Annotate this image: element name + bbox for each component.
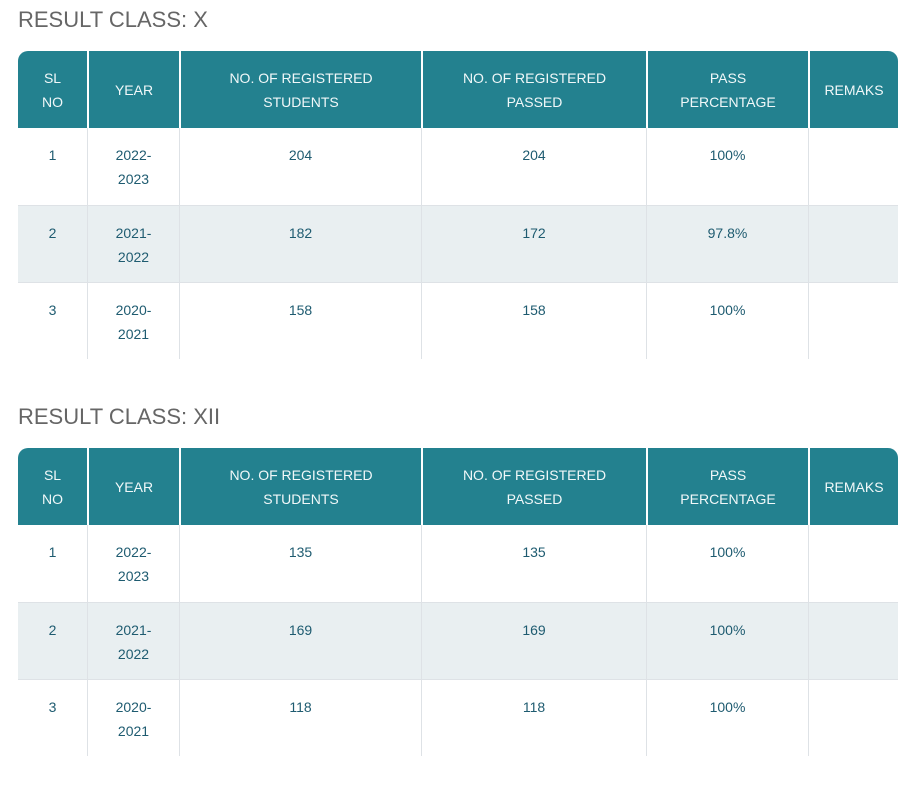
table-row: 1 2022- 2023 204 204 100% <box>18 128 898 205</box>
year-cell: 2022- 2023 <box>87 128 179 205</box>
section-result-class-x: RESULT CLASS: X SL NO YEAR NO. OF REGIST… <box>18 6 900 359</box>
remarks-cell <box>808 525 898 602</box>
header-row: SL NO YEAR NO. OF REGISTERED STUDENTS NO… <box>18 51 898 128</box>
table-row: 2 2021- 2022 182 172 97.8% <box>18 205 898 282</box>
sl-no-cell: 3 <box>18 282 87 359</box>
registered-students-cell: 118 <box>179 679 421 756</box>
table-row: 3 2020- 2021 118 118 100% <box>18 679 898 756</box>
column-header-registered-passed: NO. OF REGISTERED PASSED <box>421 448 646 525</box>
pass-percentage-cell: 100% <box>646 679 808 756</box>
pass-percentage-cell: 100% <box>646 525 808 602</box>
table-row: 2 2021- 2022 169 169 100% <box>18 602 898 679</box>
registered-passed-cell: 158 <box>421 282 646 359</box>
sl-no-cell: 3 <box>18 679 87 756</box>
remarks-cell <box>808 128 898 205</box>
section-title-class-xii: RESULT CLASS: XII <box>18 404 221 429</box>
sl-no-cell: 1 <box>18 128 87 205</box>
remarks-cell <box>808 679 898 756</box>
sl-no-cell: 1 <box>18 525 87 602</box>
results-table-class-x: SL NO YEAR NO. OF REGISTERED STUDENTS NO… <box>18 51 898 359</box>
registered-students-cell: 204 <box>179 128 421 205</box>
registered-passed-cell: 172 <box>421 205 646 282</box>
column-header-pass-percentage: PASS PERCENTAGE <box>646 448 808 525</box>
sl-no-cell: 2 <box>18 205 87 282</box>
pass-percentage-cell: 100% <box>646 282 808 359</box>
year-cell: 2020- 2021 <box>87 282 179 359</box>
column-header-pass-percentage: PASS PERCENTAGE <box>646 51 808 128</box>
registered-passed-cell: 204 <box>421 128 646 205</box>
pass-percentage-cell: 97.8% <box>646 205 808 282</box>
column-header-remarks: REMAKS <box>808 448 898 525</box>
column-header-registered-passed: NO. OF REGISTERED PASSED <box>421 51 646 128</box>
column-header-sl-no: SL NO <box>18 448 87 525</box>
remarks-cell <box>808 602 898 679</box>
column-header-remarks: REMAKS <box>808 51 898 128</box>
column-header-registered-students: NO. OF REGISTERED STUDENTS <box>179 51 421 128</box>
table-row: 1 2022- 2023 135 135 100% <box>18 525 898 602</box>
registered-passed-cell: 135 <box>421 525 646 602</box>
results-table-class-xii: SL NO YEAR NO. OF REGISTERED STUDENTS NO… <box>18 448 898 756</box>
year-cell: 2022- 2023 <box>87 525 179 602</box>
pass-percentage-cell: 100% <box>646 602 808 679</box>
table-row: 3 2020- 2021 158 158 100% <box>18 282 898 359</box>
remarks-cell <box>808 282 898 359</box>
column-header-sl-no: SL NO <box>18 51 87 128</box>
registered-students-cell: 182 <box>179 205 421 282</box>
year-cell: 2021- 2022 <box>87 602 179 679</box>
registered-passed-cell: 118 <box>421 679 646 756</box>
section-title-class-x: RESULT CLASS: X <box>18 7 208 32</box>
registered-passed-cell: 169 <box>421 602 646 679</box>
year-cell: 2020- 2021 <box>87 679 179 756</box>
year-cell: 2021- 2022 <box>87 205 179 282</box>
remarks-cell <box>808 205 898 282</box>
registered-students-cell: 135 <box>179 525 421 602</box>
section-result-class-xii: RESULT CLASS: XII SL NO YEAR NO. OF REGI… <box>18 403 900 756</box>
column-header-registered-students: NO. OF REGISTERED STUDENTS <box>179 448 421 525</box>
sl-no-cell: 2 <box>18 602 87 679</box>
header-row: SL NO YEAR NO. OF REGISTERED STUDENTS NO… <box>18 448 898 525</box>
registered-students-cell: 169 <box>179 602 421 679</box>
registered-students-cell: 158 <box>179 282 421 359</box>
column-header-year: YEAR <box>87 51 179 128</box>
column-header-year: YEAR <box>87 448 179 525</box>
pass-percentage-cell: 100% <box>646 128 808 205</box>
